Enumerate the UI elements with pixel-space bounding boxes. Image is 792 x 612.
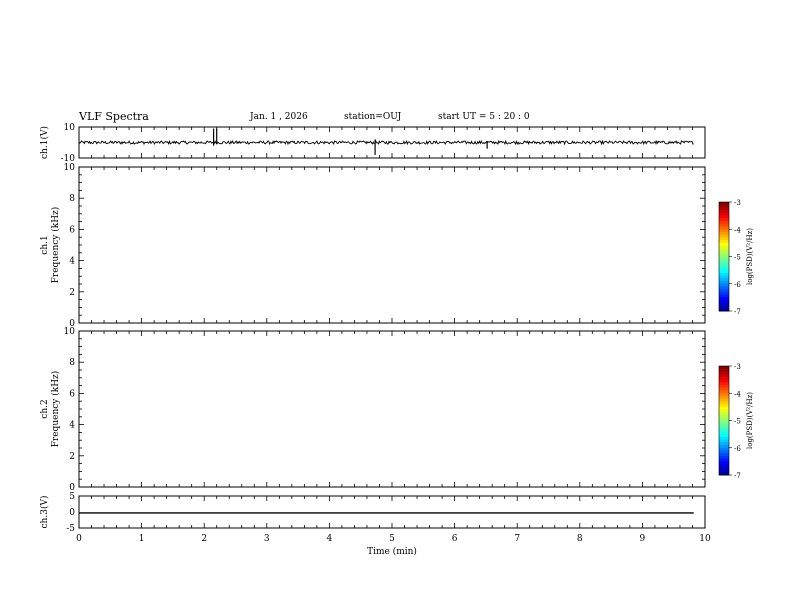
colorbar-step	[719, 291, 729, 296]
ch1-spectrogram-ytick-label: 2	[69, 288, 75, 298]
colorbar-tick-label: -7	[734, 308, 741, 316]
colorbar-step	[719, 302, 729, 307]
colorbar-step	[719, 226, 729, 230]
ch1-spectrogram-bg	[79, 167, 705, 323]
colorbar-tick-label: -5	[734, 254, 741, 262]
colorbar-step	[719, 215, 729, 219]
figure-title: VLF Spectra	[79, 110, 149, 123]
colorbar-step	[719, 275, 729, 279]
ch1-waveform-line	[78, 139, 694, 146]
colorbar-step	[719, 212, 729, 217]
colorbar-step	[719, 283, 729, 287]
colorbar-step	[719, 242, 729, 247]
ch1-spectrogram-ylabel-channel: ch.1	[40, 235, 50, 254]
colorbar-step	[719, 234, 729, 238]
colorbar-step	[719, 237, 729, 241]
colorbar-step	[719, 270, 729, 274]
ch1-spectrogram-colorbar	[719, 202, 729, 312]
colorbar-step	[719, 223, 729, 228]
ch1-spectrogram-ytick-label: 10	[64, 163, 76, 173]
colorbar-step	[719, 308, 729, 312]
colorbar-tick-label: -6	[734, 281, 741, 289]
colorbar-step	[719, 245, 729, 249]
colorbar-step	[719, 256, 729, 260]
date-label: Jan. 1 , 2026	[250, 112, 308, 122]
colorbar-tick-label: -3	[734, 199, 741, 207]
ch1-spectrogram-ytick-label: 8	[69, 194, 75, 204]
colorbar-step	[719, 229, 729, 233]
colorbar-step	[719, 231, 729, 236]
ch1-spectrogram-colorbar-label: log(PSD)(V²/Hz)	[746, 228, 754, 285]
colorbar-step	[719, 204, 729, 208]
ch1-ylabel: ch.1(V)	[39, 126, 50, 159]
ch1-spectrogram-ylabel-frequency: Frequency (kHz)	[50, 207, 61, 284]
colorbar-step	[719, 221, 729, 225]
colorbar-step	[719, 289, 729, 293]
ch1-spectrogram-ytick-label: 0	[69, 319, 75, 329]
colorbar-step	[719, 251, 729, 255]
colorbar-step	[719, 297, 729, 301]
station-label: station=OUJ	[344, 112, 402, 122]
colorbar-step	[719, 281, 729, 285]
colorbar-tick-label: -4	[734, 226, 741, 234]
colorbar-step	[719, 267, 729, 271]
colorbar-step	[719, 207, 729, 211]
colorbar-step	[719, 259, 729, 263]
colorbar-step	[719, 253, 729, 258]
colorbar-step	[719, 300, 729, 304]
ch1-spectrogram-ytick-label: 6	[69, 225, 75, 235]
colorbar-step	[719, 210, 729, 214]
colorbar-step	[719, 278, 729, 282]
colorbar-step	[719, 240, 729, 244]
colorbar-step	[719, 202, 729, 206]
ch1-ytick-label: 10	[64, 123, 76, 133]
colorbar-step	[719, 305, 729, 309]
colorbar-step	[719, 264, 729, 268]
ch1-spectrogram-ytick-label: 4	[69, 257, 75, 267]
ch1-ytick-label: -10	[61, 154, 76, 164]
colorbar-step	[719, 248, 729, 252]
colorbar-step	[719, 272, 729, 277]
colorbar-step	[719, 261, 729, 266]
colorbar-step	[719, 286, 729, 290]
start-time-label: start UT = 5 : 20 : 0	[438, 112, 530, 122]
colorbar-step	[719, 218, 729, 222]
colorbar-step	[719, 294, 729, 298]
